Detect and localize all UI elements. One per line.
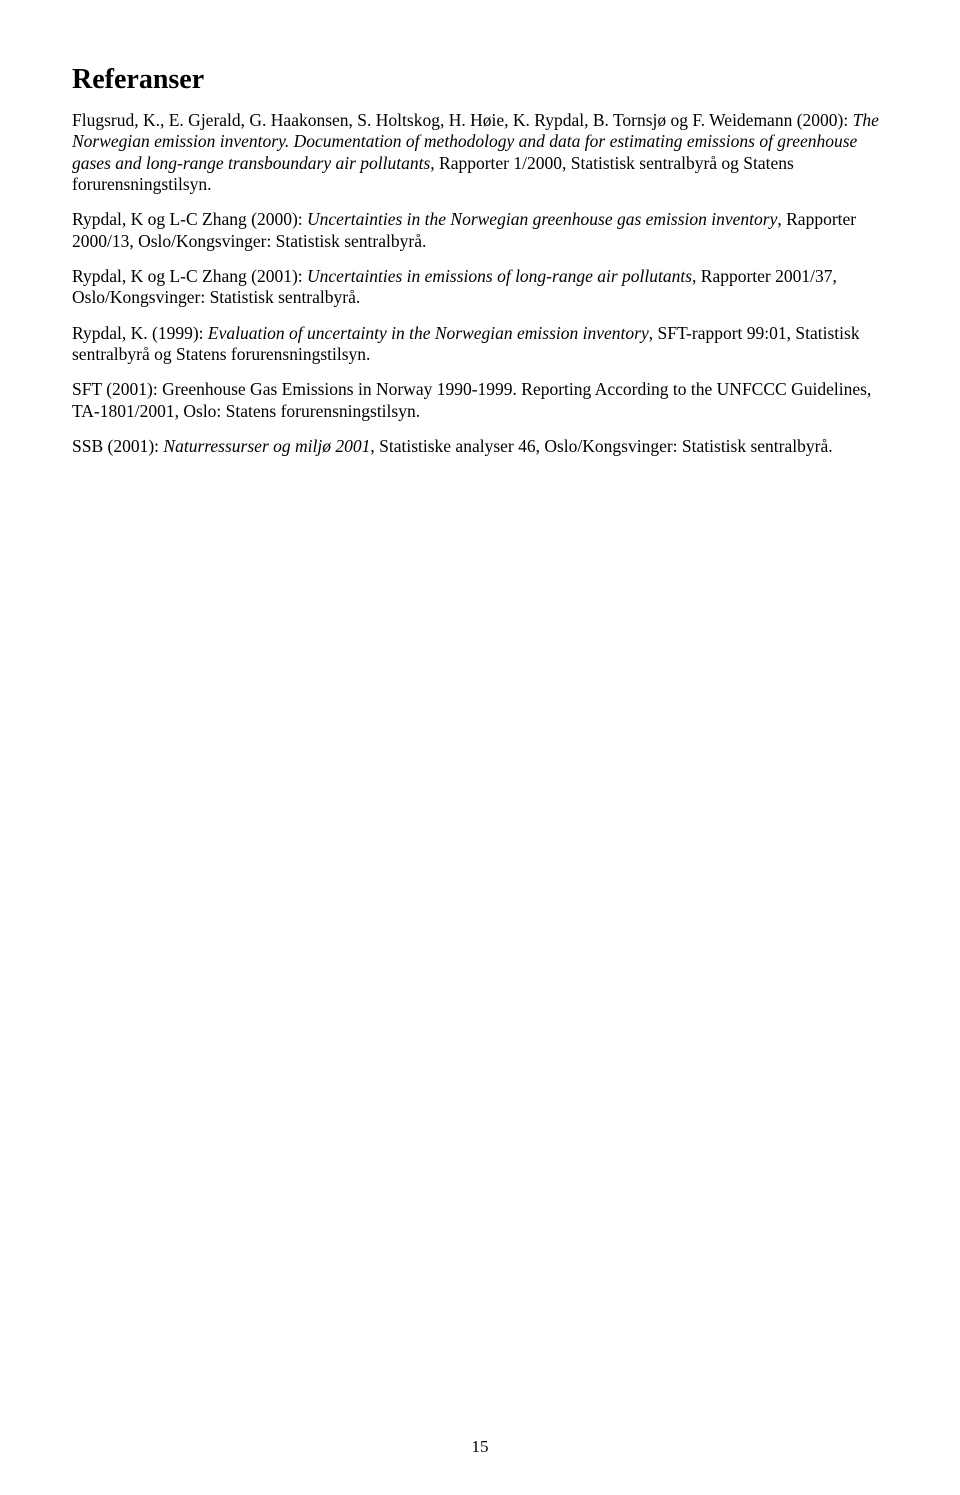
- ref-text-italic: Uncertainties in emissions of long-range…: [307, 266, 692, 286]
- ref-text-pre: SSB (2001):: [72, 436, 163, 456]
- reference-item: SFT (2001): Greenhouse Gas Emissions in …: [72, 379, 888, 422]
- ref-text-pre: Flugsrud, K., E. Gjerald, G. Haakonsen, …: [72, 110, 853, 130]
- ref-text-mid: , Statistiske analyser 46, Oslo/Kongsvin…: [370, 436, 832, 456]
- reference-item: Rypdal, K og L-C Zhang (2001): Uncertain…: [72, 266, 888, 309]
- reference-item: Rypdal, K. (1999): Evaluation of uncerta…: [72, 323, 888, 366]
- ref-text-italic: Uncertainties in the Norwegian greenhous…: [307, 209, 777, 229]
- ref-text-italic: Evaluation of uncertainty in the Norwegi…: [208, 323, 649, 343]
- references-heading: Referanser: [72, 64, 888, 96]
- reference-item: Flugsrud, K., E. Gjerald, G. Haakonsen, …: [72, 110, 888, 195]
- ref-text-pre: Rypdal, K og L-C Zhang (2000):: [72, 209, 307, 229]
- reference-item: Rypdal, K og L-C Zhang (2000): Uncertain…: [72, 209, 888, 252]
- page-number: 15: [0, 1437, 960, 1457]
- ref-text-pre: Rypdal, K. (1999):: [72, 323, 208, 343]
- ref-text-pre: SFT (2001): Greenhouse Gas Emissions in …: [72, 379, 871, 420]
- reference-item: SSB (2001): Naturressurser og miljø 2001…: [72, 436, 888, 457]
- ref-text-italic: Naturressurser og miljø 2001: [163, 436, 370, 456]
- ref-text-pre: Rypdal, K og L-C Zhang (2001):: [72, 266, 307, 286]
